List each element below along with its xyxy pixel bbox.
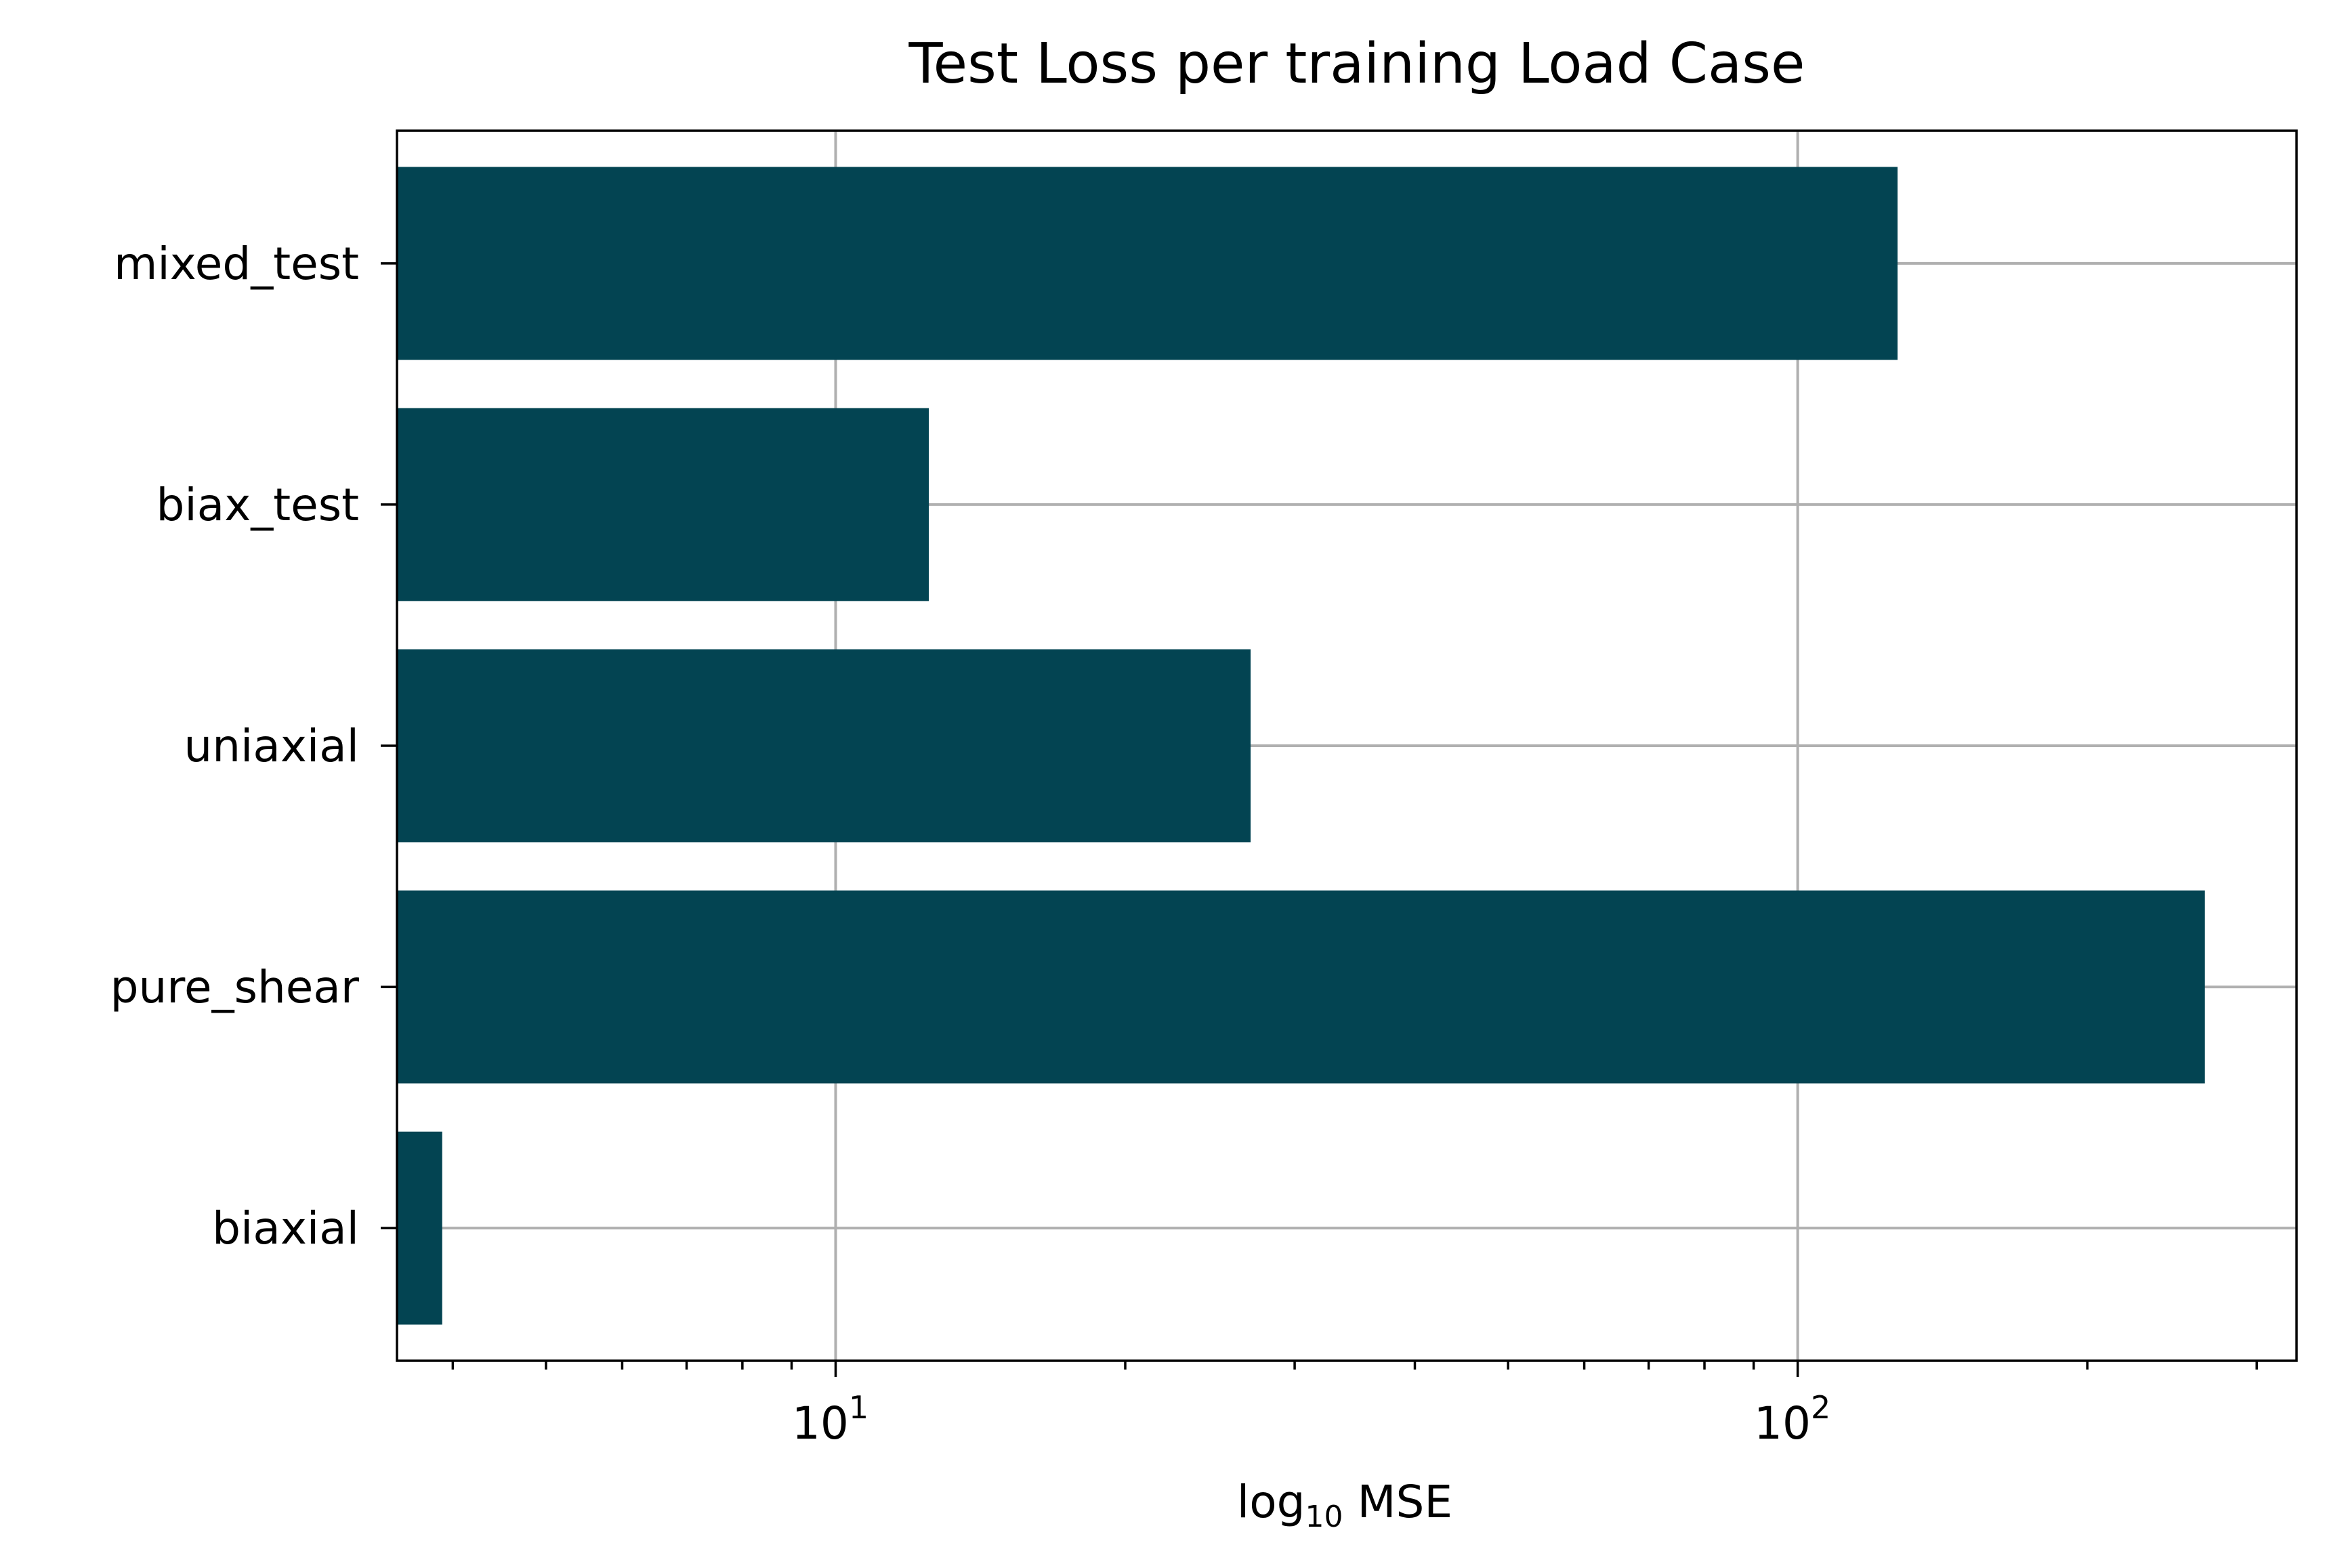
bar-uniaxial: [397, 649, 1251, 843]
x-axis-label: log10 MSE: [1237, 1476, 1452, 1534]
labels-layer: biaxial pure_shear uniaxial biax_test mixed_…: [110, 238, 1831, 1449]
y-tick-label: mixed_test: [114, 238, 359, 290]
chart-title: Test Loss per training Load Case: [908, 32, 1805, 96]
bar-pure-shear: [397, 890, 2205, 1084]
x-tick-label: 102: [1754, 1389, 1830, 1449]
y-tick-label: biaxial: [212, 1202, 359, 1254]
bar-mixed-test: [397, 167, 1898, 360]
bars-layer: [397, 167, 2205, 1325]
x-axis-label-subscript: 10: [1305, 1500, 1343, 1534]
y-tick-label: biax_test: [156, 479, 359, 531]
x-axis-label-main: log: [1237, 1476, 1305, 1528]
bar-biaxial: [397, 1131, 442, 1325]
bar-biax-test: [397, 408, 929, 601]
ticks-layer: [381, 262, 2258, 1377]
x-axis-label-tail: MSE: [1343, 1476, 1453, 1528]
y-tick-label: pure_shear: [110, 961, 360, 1013]
y-tick-label: uniaxial: [184, 720, 359, 772]
x-tick-label: 101: [792, 1389, 868, 1449]
